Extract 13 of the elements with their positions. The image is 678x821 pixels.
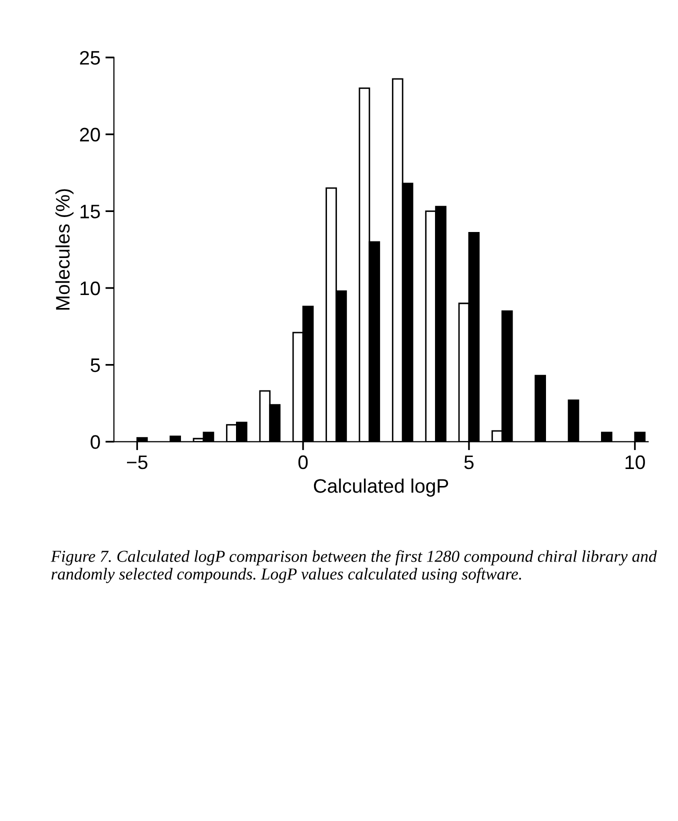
x-tick-label: 0 — [298, 455, 308, 470]
y-tick-label: 15 — [80, 204, 100, 218]
y-tick-label: 10 — [80, 281, 100, 296]
x-tick-label: −5 — [127, 456, 148, 470]
caption: Figure 7. Calculated logP comparison between the first 1280 compound chiral library and randomly selected compounds. LogP values calculated using software. — [50, 550, 657, 584]
y-tick-label: 20 — [80, 128, 100, 142]
x-tick-label: 10 — [626, 455, 645, 470]
y-axis-title: Molecules (%) — [55, 189, 74, 310]
x-tick-label: 5 — [464, 456, 474, 470]
y-tick-label: 5 — [90, 358, 100, 372]
y-tick-label: 0 — [90, 435, 100, 449]
y-tick-label: 25 — [80, 50, 100, 65]
x-axis-title: Calculated logP — [314, 478, 448, 497]
